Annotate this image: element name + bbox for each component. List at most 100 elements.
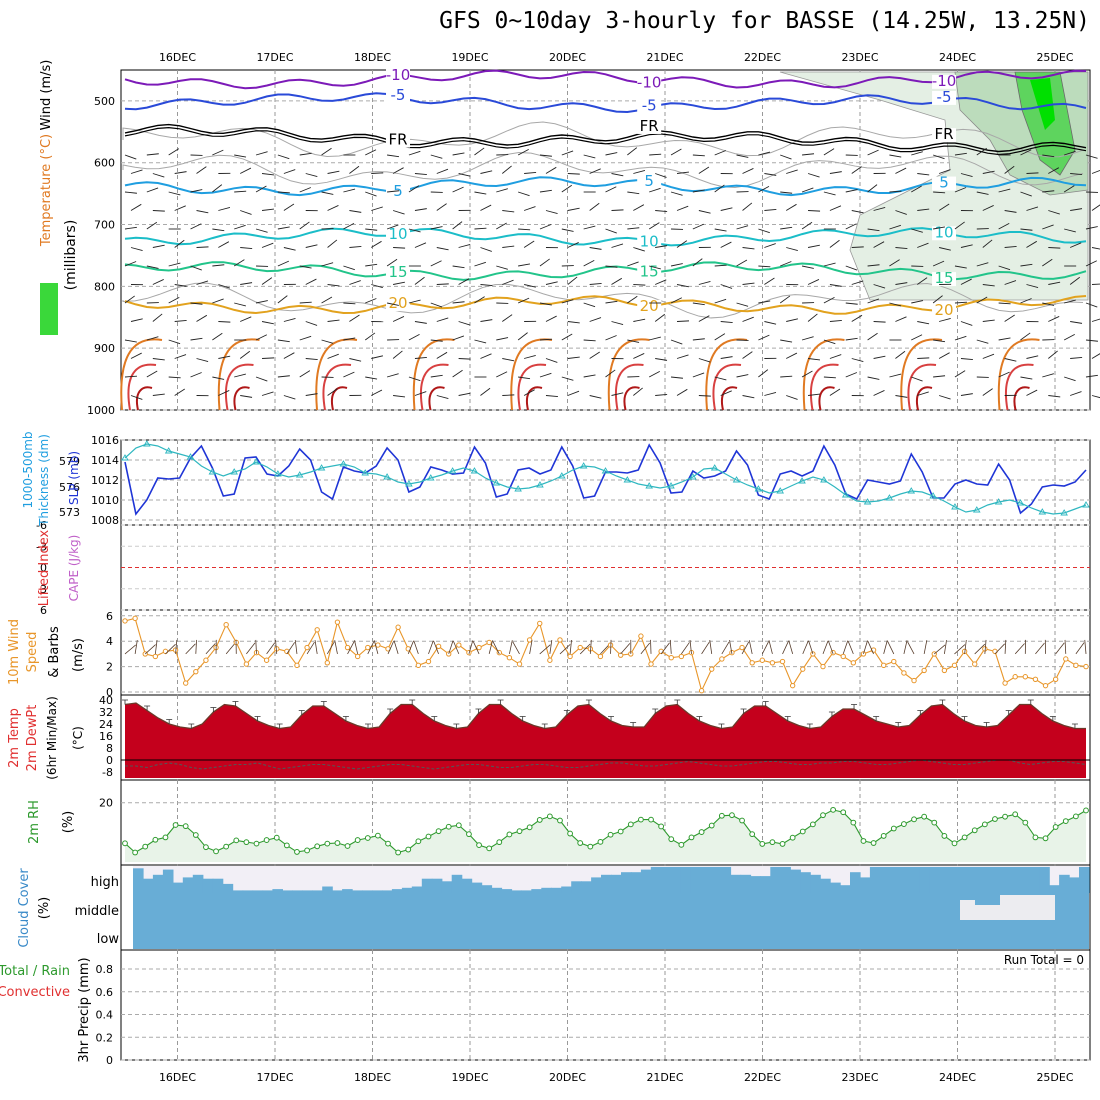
rh-marker [142, 843, 149, 850]
wind-speed-marker [263, 657, 270, 663]
wind-barb [823, 262, 836, 267]
cloud-high-bar [840, 885, 851, 893]
wind-barb [1069, 242, 1082, 248]
cloud-high-bar [780, 867, 791, 893]
contour-label-bg [637, 119, 662, 134]
precip-tick: 0.8 [96, 963, 114, 976]
wind-barb-10m [549, 639, 553, 654]
stability-panel [121, 524, 1090, 611]
y-title-speed: Speed [25, 632, 40, 673]
y-title-rh2m: 2m RH [27, 800, 42, 844]
wind-barb-10m [275, 639, 278, 654]
wind-barb [430, 226, 443, 230]
wind-barb [867, 376, 880, 380]
rh-marker [1022, 819, 1029, 826]
wind-barb [845, 302, 858, 305]
wind-barb [1070, 357, 1083, 359]
wind-barb [299, 221, 310, 230]
contour-label: FR [640, 117, 659, 135]
wind-barb [364, 332, 376, 341]
wind-barb [255, 334, 268, 341]
cloud-high-bar [989, 867, 1000, 893]
cloud-high-bar [939, 867, 951, 893]
wind-barb [698, 358, 711, 363]
wind-barb [480, 204, 492, 211]
wind-speed-marker [193, 668, 199, 675]
wind-barb-10m [620, 643, 631, 655]
rh-marker [749, 831, 756, 838]
wind-barb [168, 376, 181, 379]
wind-barb-10m [488, 640, 493, 655]
wind-barb [321, 262, 334, 267]
wind-barb [212, 298, 224, 304]
temp-minmax-bar [961, 716, 968, 721]
wind-speed-marker [567, 653, 573, 660]
thickness-marker [689, 473, 697, 480]
wind-barb-10m [761, 641, 770, 655]
date-tick-top: 23DEC [841, 51, 878, 64]
date-tick-bottom: 25DEC [1036, 1071, 1073, 1084]
wind-barb-10m [144, 644, 156, 655]
wind-barb-10m [788, 640, 794, 655]
cloud-high-bar [889, 867, 901, 893]
wind-speed-marker [435, 643, 442, 649]
cloud-high-bar [411, 886, 423, 893]
wind-barb [196, 246, 209, 248]
wind-barb [502, 245, 515, 248]
rh-tick: 20 [99, 797, 113, 810]
warm-contour-30 [615, 363, 644, 411]
thickness-marker [383, 473, 391, 480]
wind-barb [371, 355, 384, 359]
contour-label-bg [386, 297, 411, 312]
warm-contour-30 [712, 363, 742, 411]
thickness-marker [1016, 499, 1025, 506]
cloud-high-bar [830, 882, 841, 893]
wind-speed-marker [324, 660, 331, 666]
temp-minmax-bar [122, 699, 128, 705]
wind-barb [801, 187, 814, 193]
thickness-marker [994, 498, 1003, 505]
cloud-high-bar [501, 889, 513, 893]
wind-barb [780, 261, 792, 267]
wind-barb [196, 280, 209, 285]
wind-barb [130, 395, 143, 400]
temp-minmax-bar [1005, 710, 1012, 715]
wind-barb [561, 299, 574, 304]
cloud-high-bar [282, 890, 293, 893]
wind-speed-line [124, 617, 1087, 693]
wind-barb [327, 388, 338, 396]
wind-barb [234, 224, 246, 230]
wind-barb [960, 393, 973, 396]
wind-barb [911, 185, 922, 193]
wind-barb [714, 228, 727, 232]
wind-barb [152, 279, 164, 285]
wind-barb [365, 263, 378, 267]
cloud-high-bar [332, 890, 343, 893]
wind-barb [255, 151, 268, 156]
wind-barb [1026, 355, 1039, 359]
wind-barb [430, 374, 443, 378]
wind-barb [212, 184, 223, 193]
axis-labels: 16DEC 16DEC 17DEC 17DEC 18DEC 18DEC 19DEC 19DEC… [0, 51, 1074, 1084]
rh-contour [122, 282, 1084, 319]
rh-marker [182, 823, 189, 830]
wind-barb [349, 165, 360, 174]
wind-barb-10m [347, 641, 355, 655]
wind-barb [845, 372, 858, 378]
wind-barb [518, 376, 531, 380]
wind-barb [851, 280, 864, 285]
rh-marker [405, 846, 412, 853]
warm-contour-35 [818, 386, 835, 411]
wind-barb [714, 376, 727, 381]
wind-barb [895, 167, 907, 174]
wind-barb [742, 168, 754, 174]
wind-barb [196, 210, 209, 214]
chart-title: GFS 0~10day 3-hourly for BASSE (14.25W, … [439, 8, 1090, 34]
li-tick: -6 [36, 519, 47, 532]
wind-barb [327, 353, 339, 359]
wind-barb [414, 391, 427, 396]
rh-marker [243, 839, 250, 846]
y-title-temperature: Temperature (°C) [39, 134, 54, 247]
wind-barb [611, 173, 624, 177]
rh-marker [324, 840, 331, 847]
